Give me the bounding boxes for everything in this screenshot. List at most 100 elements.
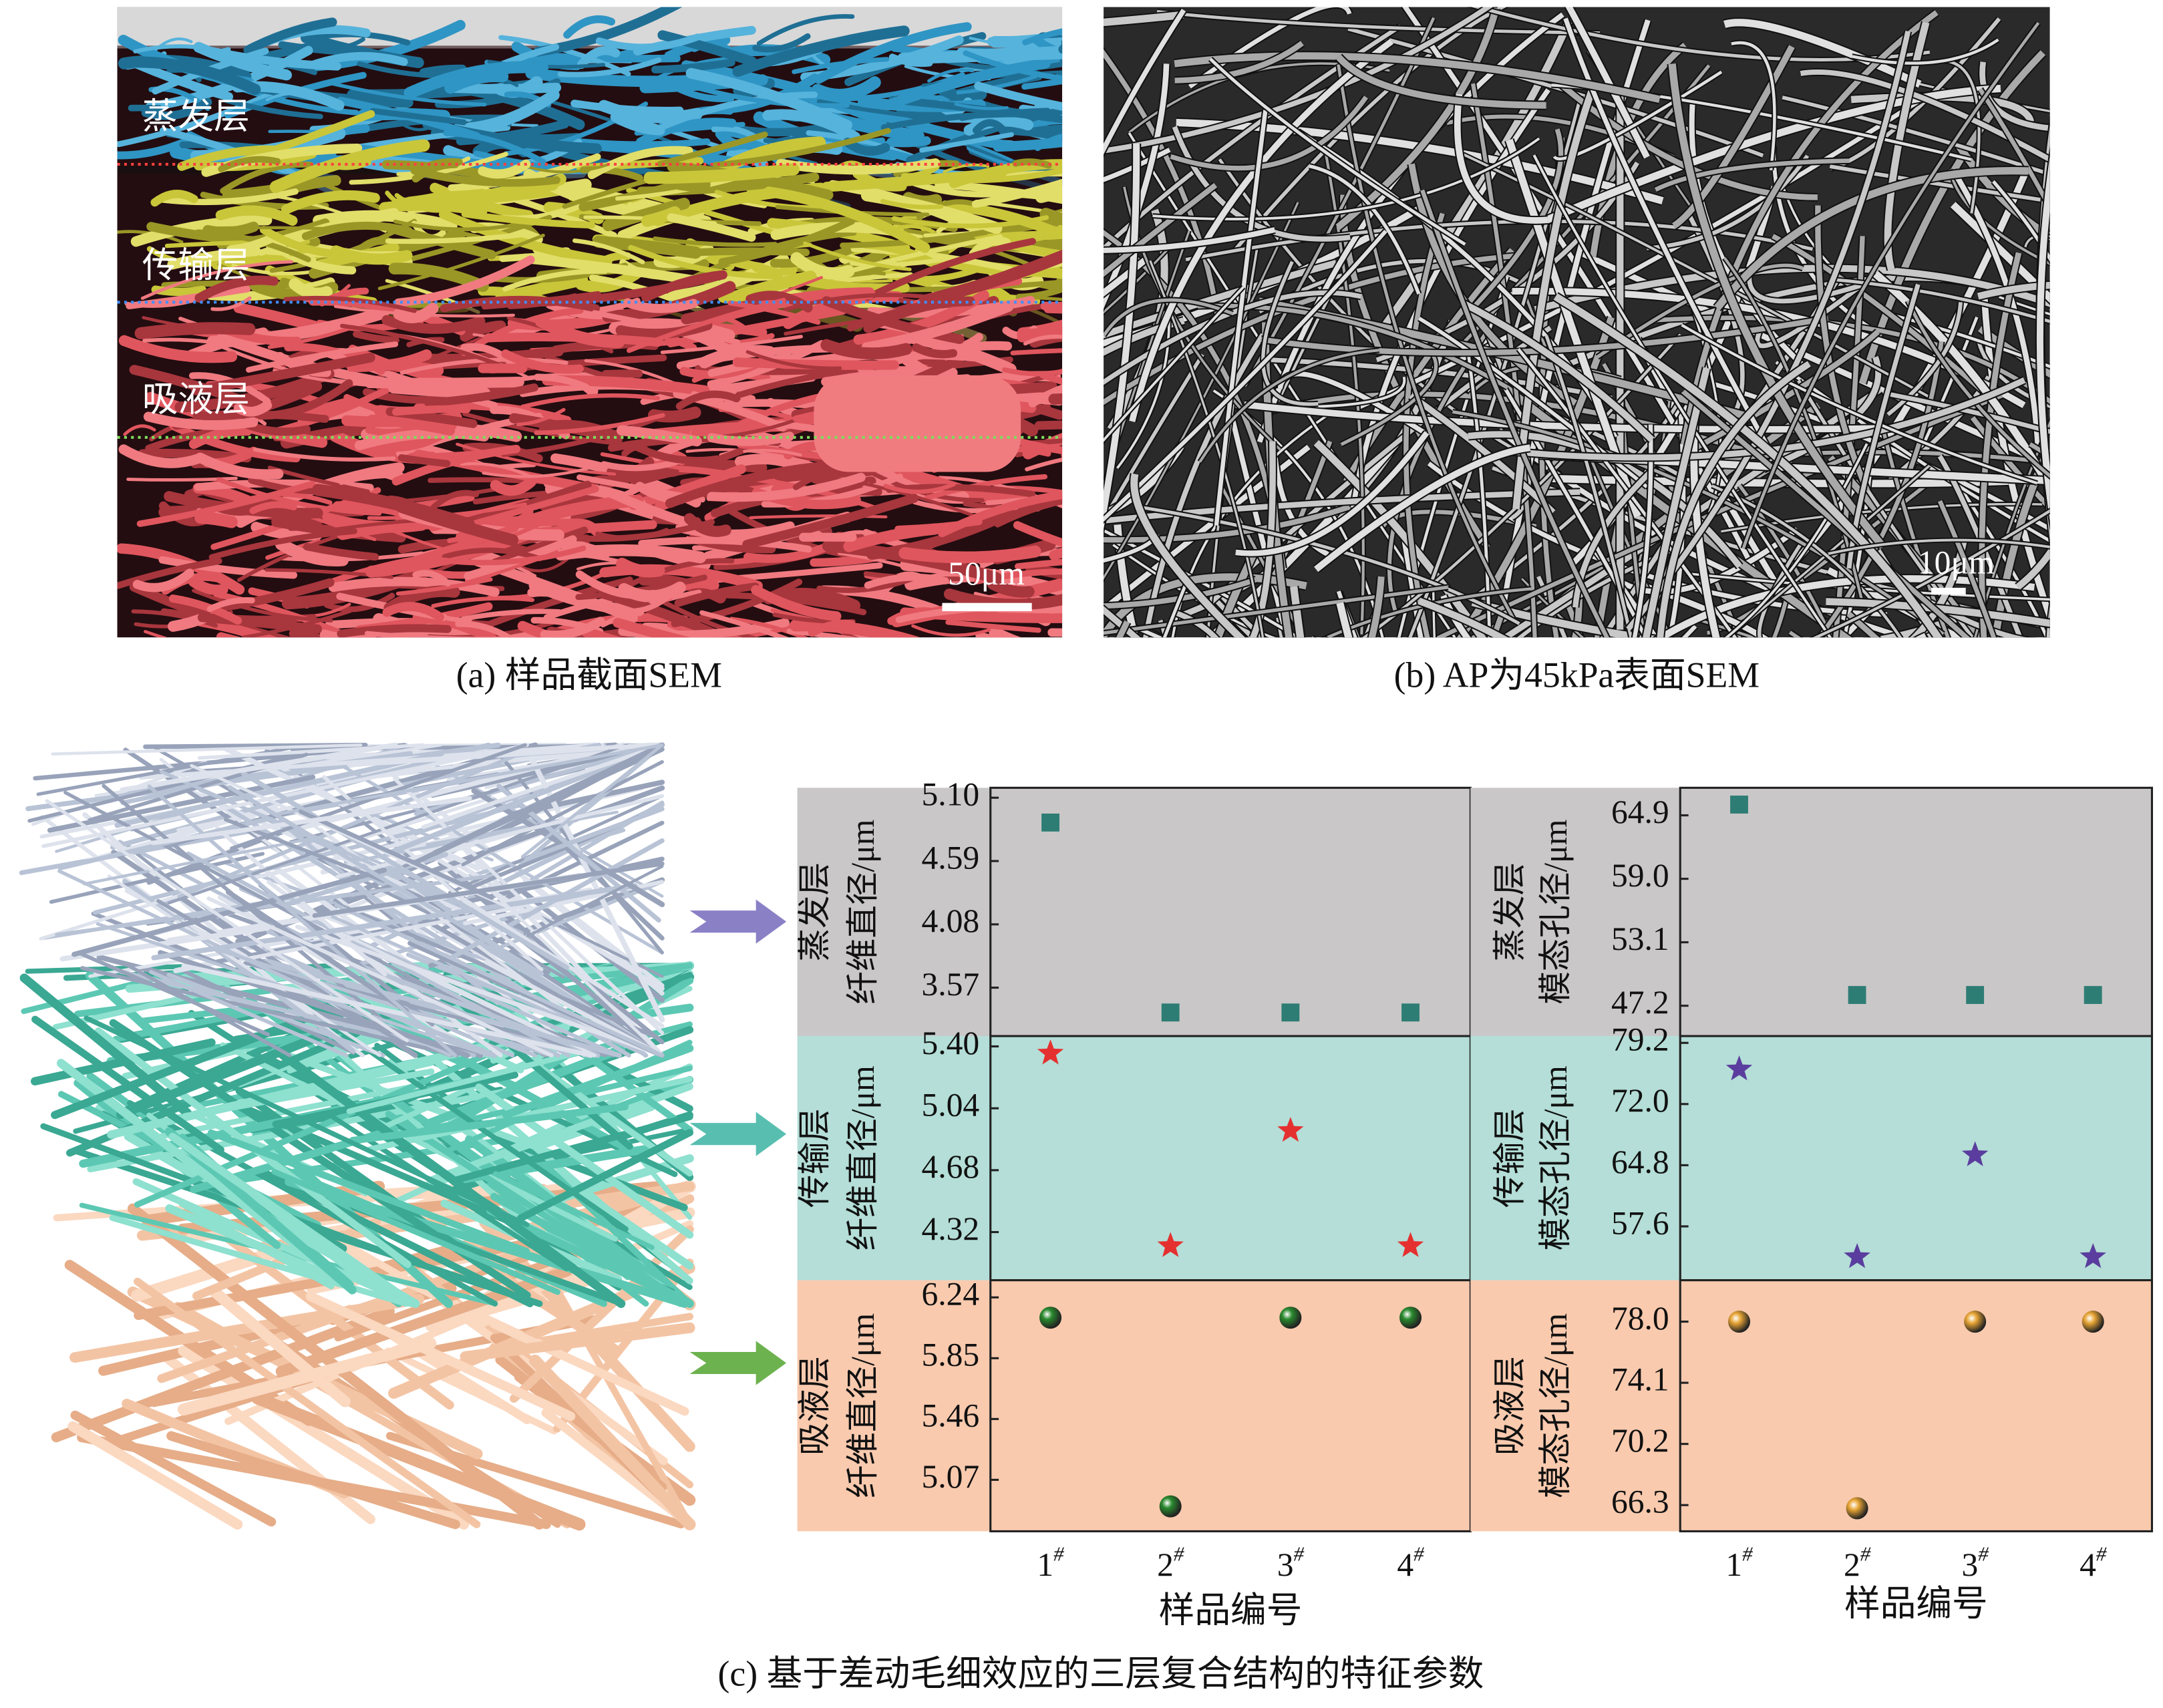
sem-fiber <box>1949 169 2050 265</box>
model-fiber <box>71 867 387 957</box>
sem-fiber <box>1104 444 1184 518</box>
sem-fiber <box>743 449 802 457</box>
panel-bg <box>1470 1036 2152 1280</box>
sem-fiber <box>1104 576 1257 609</box>
model-fiber <box>206 896 554 1057</box>
sem-fiber <box>419 64 467 77</box>
sem-fiber <box>482 466 591 478</box>
sem-fiber <box>592 235 702 259</box>
sem-fiber <box>456 120 570 146</box>
sem-fiber <box>752 33 811 53</box>
sem-fiber <box>850 246 1014 273</box>
y-tick-label: 64.9 <box>1611 794 1669 830</box>
sem-fiber <box>397 454 451 468</box>
sem-fiber <box>386 495 423 512</box>
marker <box>1041 813 1059 832</box>
y-axis-label: 纤维直径/μm <box>844 1065 881 1250</box>
sem-fiber <box>969 37 1063 54</box>
x-tick-label-main: 4 <box>2079 1547 2096 1584</box>
model-fiber <box>63 790 430 989</box>
sem-fiber <box>393 255 535 307</box>
sem-fiber <box>393 219 525 232</box>
sem-fiber <box>490 476 536 496</box>
sem-fiber <box>142 337 260 353</box>
sem-fiber <box>259 226 346 259</box>
model-fiber <box>516 1129 693 1222</box>
sem-fiber <box>1104 143 1140 530</box>
sem-fiber <box>369 108 467 126</box>
sem-fiber <box>448 153 601 192</box>
sem-fiber <box>1643 367 1710 638</box>
sem-fiber-shadow <box>1912 631 1927 638</box>
sem-fiber <box>1104 353 1204 524</box>
sem-fiber <box>194 275 279 303</box>
y-tick-label: 57.6 <box>1611 1204 1669 1241</box>
sem-fiber <box>602 198 690 232</box>
marker <box>1401 1003 1420 1022</box>
sem-fiber <box>883 482 956 494</box>
y-axis-label: 模态孔径/μm <box>1537 1313 1574 1498</box>
sem-fiber-shadow <box>1788 629 1804 638</box>
sem-fiber <box>814 22 972 84</box>
sem-fiber <box>963 50 1063 81</box>
sem-fiber <box>1714 166 2029 311</box>
sem-fiber <box>660 335 803 355</box>
sem-fiber <box>681 81 850 108</box>
sem-fiber <box>998 126 1063 142</box>
sem-fiber <box>623 298 698 313</box>
sem-fiber <box>1723 257 1863 600</box>
model-fiber <box>277 1049 626 1309</box>
model-fiber <box>526 864 664 938</box>
sem-fiber <box>1915 633 1927 638</box>
y-tick-label: 70.2 <box>1611 1422 1669 1459</box>
sem-fiber <box>691 247 810 257</box>
y-tick-label: 64.8 <box>1611 1144 1669 1180</box>
sem-fiber <box>616 557 665 578</box>
sem-fiber <box>1684 329 1880 456</box>
sem-fiber <box>826 234 1003 279</box>
scale-bar <box>942 603 1032 612</box>
sem-fiber <box>971 178 1063 208</box>
sem-fiber <box>460 462 530 478</box>
sem-fiber <box>1418 597 1508 638</box>
sem-fiber <box>312 484 475 530</box>
sem-fiber <box>1460 299 1655 442</box>
sem-fiber <box>610 112 665 136</box>
sem-fiber <box>945 619 1041 633</box>
sem-fiber <box>1979 252 2022 638</box>
y-tick-label: 4.32 <box>921 1210 979 1247</box>
sem-fiber <box>1017 327 1063 343</box>
sem-fiber <box>413 450 598 494</box>
sem-fiber <box>1552 70 1723 160</box>
arrow <box>689 1341 787 1385</box>
sem-fiber <box>636 118 737 147</box>
sem-fiber <box>1978 88 2050 213</box>
panel-bg <box>797 788 1471 1037</box>
sem-fiber <box>1468 128 1564 313</box>
y-tick-label: 79.2 <box>1611 1021 1669 1058</box>
sem-fiber <box>410 166 560 187</box>
sem-fiber <box>864 238 1036 301</box>
sem-fiber <box>1209 57 1466 246</box>
sem-fiber <box>1104 9 1186 155</box>
sem-fiber <box>647 592 760 638</box>
sem-fiber <box>1859 50 2046 385</box>
sem-fiber <box>1681 10 1939 446</box>
sem-fiber <box>289 278 333 300</box>
panel-bg <box>1470 1280 2152 1532</box>
model-fiber <box>45 799 409 1043</box>
sem-fiber <box>653 236 778 247</box>
sem-fiber <box>2036 156 2050 522</box>
sem-fiber <box>581 627 622 638</box>
sem-fiber <box>491 526 589 566</box>
sem-fiber <box>886 484 1036 498</box>
sem-fiber <box>1657 361 1811 638</box>
sem-fiber <box>1681 625 1697 638</box>
y-tick-label: 53.1 <box>1611 920 1669 957</box>
sem-fiber <box>1104 286 1244 442</box>
marker <box>1725 1055 1753 1081</box>
sem-fiber <box>975 631 1003 638</box>
model-fiber <box>461 760 664 866</box>
sem-fiber <box>1747 271 1872 304</box>
